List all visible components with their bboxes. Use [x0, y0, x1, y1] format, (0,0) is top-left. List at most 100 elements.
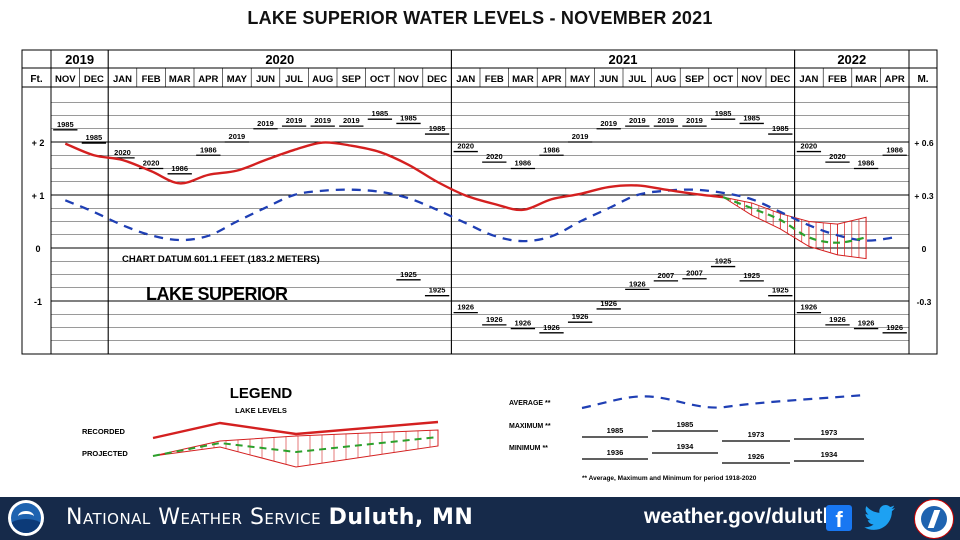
- max-year-label: 2020: [801, 142, 818, 151]
- month-label: JUN: [256, 74, 275, 85]
- facebook-icon[interactable]: f: [826, 505, 852, 532]
- min-year-label: 1925: [429, 286, 446, 295]
- max-year-label: 2019: [658, 116, 675, 125]
- month-label: JAN: [113, 74, 132, 85]
- min-year-label: 1926: [572, 312, 589, 321]
- legend-projected-label: PROJECTED: [82, 449, 128, 458]
- min-year-label: 2007: [658, 271, 675, 280]
- nws-logo-icon[interactable]: [914, 499, 954, 539]
- max-year-label: 1986: [858, 159, 875, 168]
- year-label-2022: 2022: [837, 52, 866, 67]
- chart-title: LAKE SUPERIOR WATER LEVELS - NOVEMBER 20…: [247, 8, 713, 28]
- min-year-label: 1926: [829, 315, 846, 324]
- max-year-label: 1985: [715, 109, 732, 118]
- month-label: DEC: [427, 74, 447, 85]
- legend-recorded-line: [152, 420, 439, 440]
- office-city: Duluth, MN: [328, 505, 474, 530]
- legend-max-year: 1985: [607, 426, 624, 435]
- min-year-label: 1925: [772, 286, 789, 295]
- max-year-label: 1985: [372, 109, 389, 118]
- max-year-label: 2020: [457, 142, 474, 151]
- max-year-label: 1986: [200, 145, 217, 154]
- projected-line: [722, 196, 867, 244]
- max-year-label: 2020: [486, 152, 503, 161]
- min-year-label: 1926: [801, 303, 818, 312]
- month-label: DEC: [770, 74, 790, 85]
- year-label-2021: 2021: [609, 52, 638, 67]
- month-label: AUG: [655, 74, 676, 85]
- legend-mid-year: 1934: [821, 450, 839, 459]
- month-label: APR: [885, 74, 905, 85]
- ft-unit-label: Ft.: [30, 74, 42, 85]
- month-label: SEP: [342, 74, 362, 85]
- min-year-label: 1926: [600, 299, 617, 308]
- legend-max-year: 1985: [677, 420, 694, 429]
- min-year-label: 1926: [886, 323, 903, 332]
- legend-projection-band: [152, 429, 439, 468]
- min-year-label: 1926: [858, 319, 875, 328]
- twitter-icon[interactable]: [864, 505, 896, 531]
- month-label: FEB: [828, 74, 847, 85]
- left-axis-tick: + 1: [32, 191, 45, 201]
- month-label: JAN: [799, 74, 818, 85]
- max-year-label: 1985: [400, 113, 417, 122]
- month-label: JUN: [599, 74, 618, 85]
- month-label: JUL: [628, 74, 646, 85]
- month-label: APR: [198, 74, 218, 85]
- legend-minimum-label: MINIMUM **: [509, 445, 548, 452]
- month-label: SEP: [685, 74, 705, 85]
- month-label: NOV: [398, 74, 419, 85]
- max-year-label: 2019: [600, 119, 617, 128]
- max-year-label: 1985: [429, 124, 446, 133]
- legend-maximum-label: MAXIMUM **: [509, 423, 551, 430]
- legend-title: LEGEND: [230, 385, 293, 402]
- legend-projected-line: [152, 436, 439, 457]
- max-year-label: 2020: [143, 159, 160, 168]
- max-year-label: 1985: [57, 120, 74, 129]
- lake-level-chart: Ft. M. 2019 2020 2021 2022 NOV DEC JAN FEB MAR APR M…: [21, 49, 938, 482]
- m-unit-label: M.: [917, 74, 928, 85]
- footer-band: National Weather Service Duluth, MN weat…: [0, 497, 960, 540]
- right-axis-tick: + 0.6: [914, 138, 933, 148]
- average-line: [64, 188, 895, 243]
- min-year-label: 1925: [400, 270, 417, 279]
- min-year-label: 1926: [515, 319, 532, 328]
- min-year-label: 2007: [686, 269, 703, 278]
- month-label: APR: [541, 74, 561, 85]
- month-label: FEB: [142, 74, 161, 85]
- month-label: JUL: [285, 74, 303, 85]
- legend-recorded-label: RECORDED: [82, 427, 126, 436]
- max-year-label: 1986: [171, 164, 188, 173]
- max-year-label: 2019: [343, 116, 360, 125]
- max-year-label: 2019: [686, 116, 703, 125]
- month-label: MAR: [169, 74, 191, 85]
- chart-frame: [21, 49, 938, 355]
- legend-mid-year: 1936: [607, 448, 624, 457]
- month-label: AUG: [312, 74, 333, 85]
- legend-mid-year: 1934: [677, 442, 695, 451]
- noaa-logo-icon[interactable]: [8, 500, 44, 536]
- month-label: MAY: [227, 74, 248, 85]
- month-label: OCT: [370, 74, 390, 85]
- right-axis-tick: + 0.3: [914, 191, 933, 201]
- min-year-label: 1925: [715, 257, 732, 266]
- legend-average-line: [581, 393, 866, 410]
- year-label-2019: 2019: [65, 52, 94, 67]
- legend-max-year: 1973: [748, 430, 765, 439]
- min-year-label: 1925: [743, 271, 760, 280]
- max-year-label: 2019: [257, 119, 274, 128]
- left-axis-tick: -1: [34, 297, 42, 307]
- max-year-label: 1986: [543, 145, 560, 154]
- office-prefix: National Weather Service: [66, 505, 322, 530]
- office-name: National Weather Service Duluth, MN: [66, 505, 473, 530]
- legend-subtitle: LAKE LEVELS: [235, 406, 287, 415]
- left-axis-tick: 0: [35, 244, 40, 254]
- max-year-label: 2019: [229, 132, 246, 141]
- min-year-label: 1926: [543, 323, 560, 332]
- right-axis-tick: 0: [922, 244, 927, 254]
- lake-annotation: LAKE SUPERIOR: [146, 284, 288, 304]
- right-axis-tick: -0.3: [917, 297, 932, 307]
- max-year-label: 1985: [743, 113, 760, 122]
- month-label: NOV: [55, 74, 76, 85]
- website-link[interactable]: weather.gov/duluth: [644, 505, 836, 528]
